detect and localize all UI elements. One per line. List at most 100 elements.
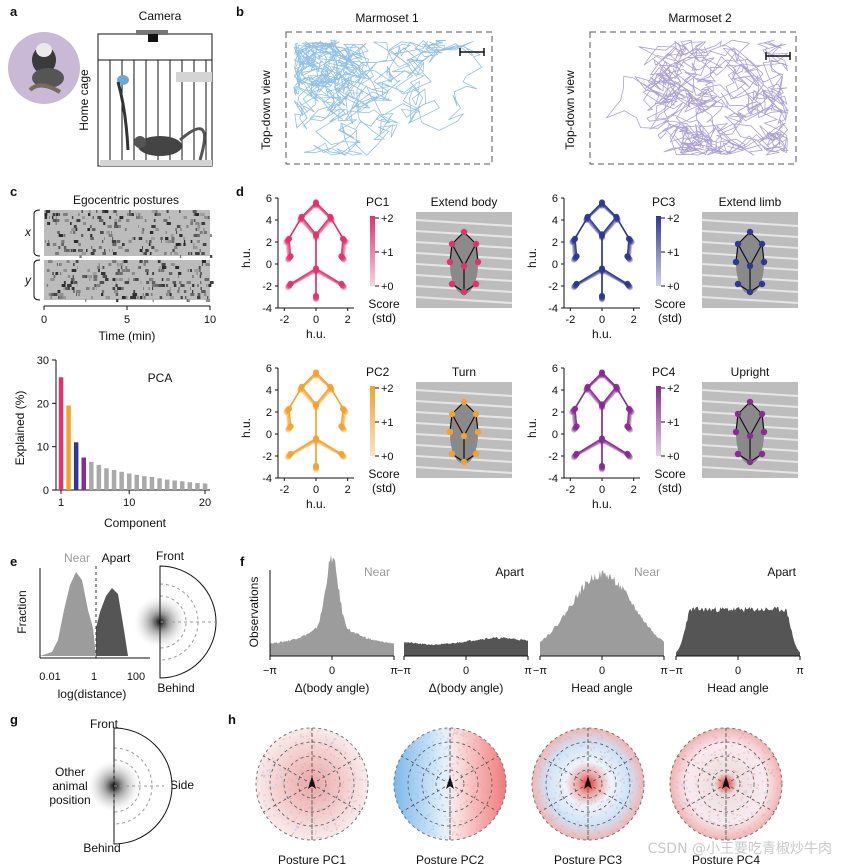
photo-keypoint (734, 410, 742, 418)
d-y-tick: 2 (266, 407, 272, 419)
d-y-tick: 6 (552, 363, 558, 375)
pc-label: PC1 (366, 195, 390, 209)
egocentric-raster (44, 210, 214, 302)
histogram-tag: Apart (495, 565, 524, 579)
photo-keypoint (758, 280, 766, 288)
polar-map-label: Posture PC4 (692, 853, 760, 866)
scale-bar-2 (765, 52, 791, 60)
arena-1-border (285, 31, 493, 165)
panel-f: f Observations −π 0 π Near Δ(body angle) −π 0 π… (240, 554, 804, 695)
photo-keypoint (746, 432, 754, 440)
photo-title: Extend limb (719, 195, 782, 209)
d-x-label: h.u. (306, 327, 326, 341)
photo-title: Upright (731, 365, 770, 379)
photo-keypoint (474, 428, 482, 436)
apart-label-e: Apart (102, 551, 131, 565)
photo-keypoint (448, 450, 456, 458)
angle-tick: π (390, 665, 398, 677)
histogram-tag: Apart (767, 565, 796, 579)
skeleton-joint (573, 253, 580, 260)
d-y-label: h.u. (239, 248, 253, 268)
photo-keypoint (472, 410, 480, 418)
pca-axes: 0 10 20 30 1 10 20 (37, 355, 211, 509)
angle-tick: π (660, 665, 668, 677)
self-animal-arrow-icon (446, 776, 454, 789)
skeleton-joint (327, 383, 334, 390)
photo-keypoint (758, 410, 766, 418)
score-label: Score (368, 467, 400, 481)
skeleton-joint (599, 435, 605, 442)
skeleton-joint (573, 450, 580, 457)
skeleton-joint (313, 265, 319, 272)
pca-x-tick-label: 1 (58, 497, 64, 509)
pca-bar (164, 479, 170, 490)
d-y-tick: 4 (552, 215, 558, 227)
pca-bar (58, 377, 64, 490)
fraction-label: Fraction (15, 590, 29, 633)
polar-map-pc1: Posture PC1 (255, 727, 369, 866)
skeleton-joint (599, 401, 605, 408)
self-animal-arrow-icon (722, 776, 730, 789)
pca-y-tick-label: 30 (37, 355, 49, 367)
photo-keypoint (758, 240, 766, 248)
d-y-tick: -2 (548, 451, 558, 463)
score-colorbar (370, 216, 375, 286)
angle-tick: 0 (463, 665, 469, 677)
pca-bar (73, 442, 79, 490)
panel-c-letter: c (10, 184, 17, 199)
skeleton-joint (338, 423, 345, 430)
std-label: (std) (658, 311, 682, 325)
pca-x-tick-label: 10 (123, 497, 135, 509)
panel-c: c Egocentric postures x y 0 5 10 Time (m… (10, 184, 216, 343)
pca-bar (195, 483, 200, 490)
d-y-tick: -4 (548, 303, 558, 315)
polar-map-pc4: Posture PC4 (669, 727, 783, 866)
time-tick-5: 5 (124, 314, 130, 326)
skeleton-joint (599, 292, 605, 299)
egocentric-half-disc-g (88, 727, 173, 845)
egocentric-half-disc-e (134, 565, 217, 679)
pca-bar (134, 474, 139, 490)
photo-keypoint (734, 240, 742, 248)
arena-2-border (589, 31, 797, 165)
top-down-label-1: Top-down view (259, 70, 273, 150)
panel-h-letter: h (228, 712, 236, 727)
skeleton-joint (624, 423, 631, 430)
photo-keypoint (746, 398, 754, 406)
d-x-tick: -2 (279, 484, 289, 496)
std-label: (std) (658, 481, 682, 495)
bracket-x (33, 209, 41, 257)
panel-b-letter: b (236, 4, 244, 19)
score-tick: +0 (667, 281, 680, 293)
distance-tick-1: 1 (91, 671, 97, 683)
distance-tick-2: 100 (127, 671, 145, 683)
skeleton-joint (625, 235, 632, 242)
angle-tick: π (796, 665, 804, 677)
pca-bar (104, 468, 109, 490)
histogram-tag: Near (634, 565, 660, 579)
d-y-tick: 0 (552, 259, 558, 271)
skeleton-joint (599, 369, 605, 376)
behind-label-e: Behind (157, 681, 194, 695)
skeleton-joint (339, 405, 346, 412)
angle-tick: −π (533, 665, 547, 677)
pca-title: PCA (148, 371, 173, 385)
histogram-area (270, 554, 394, 656)
photo-keypoint (460, 458, 468, 466)
row-label-x: x (24, 225, 32, 239)
pc-label: PC2 (366, 365, 390, 379)
d-y-tick: 6 (266, 363, 272, 375)
skeleton-joint (313, 292, 319, 299)
photo-keypoint (448, 240, 456, 248)
skeleton-joint (298, 383, 305, 390)
d-y-label: h.u. (525, 248, 539, 268)
score-tick: +0 (381, 451, 394, 463)
posture-pc4: 6 4 2 0 -2 -4 -2 0 2 h.u. h.u. PC4 +2 +1 +0 Score(std) U… (525, 363, 799, 511)
score-label: Score (368, 297, 400, 311)
panel-g: g Front Other animal position Side Behin… (10, 712, 194, 855)
posture-photo (415, 212, 513, 308)
d-y-tick: -4 (262, 473, 272, 485)
d-x-tick: 0 (599, 484, 605, 496)
photo-keypoint (746, 288, 754, 296)
pca-bar (187, 482, 193, 490)
